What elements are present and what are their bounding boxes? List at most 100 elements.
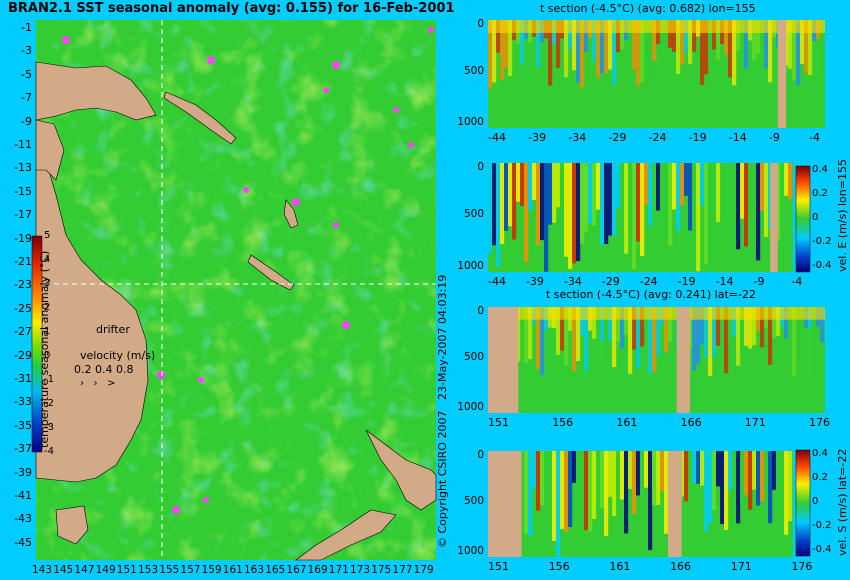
section-column [580,20,585,88]
section-column [756,163,761,261]
lon-tick-label: 155 [159,564,180,576]
land-vanuatu [283,199,299,229]
section-column [784,307,789,339]
section-column [544,451,549,502]
lat-tick-label: -7 [21,91,32,105]
section-column [520,451,525,490]
sst-colorbar-tick: 5 [44,230,51,241]
section-column [604,307,609,362]
section-column [736,451,741,524]
lon-tick-label: 159 [201,564,222,576]
section-column [680,451,685,497]
section-column [688,451,693,529]
section-column [488,20,493,89]
section-column [732,163,737,216]
section-column [564,163,569,257]
section-column [644,20,649,60]
sst-map [35,20,437,561]
section-column [520,20,525,64]
section-column [572,163,577,264]
section-column [724,451,729,530]
section-column [720,307,725,362]
section-column [580,451,585,539]
p2-x-tick: -4 [791,275,803,288]
p1-depth-tick: 500 [463,64,484,77]
section-column [756,20,761,54]
section-column [632,307,637,350]
section-column [812,307,817,376]
section-column [640,451,645,514]
p1-depth-tick: 1000 [457,115,484,128]
lat-tick-label: -41 [14,489,32,502]
section-land-mask [676,307,691,413]
section-land-mask [667,451,682,557]
land-cape-york [35,119,65,181]
section-column [764,451,769,488]
section-column [548,451,553,540]
section-column [676,20,681,75]
p3-x-tick: 176 [809,416,830,429]
section-column [576,307,581,362]
section-column [612,163,617,236]
section-column [632,20,637,70]
section-column [788,20,793,69]
lat-tick-label: -23 [14,278,32,292]
section-column [596,20,601,78]
sst-colorbar-tick: -2 [44,398,54,409]
section-column [640,307,645,347]
section-column [744,163,749,247]
lon-tick-label: 145 [53,564,74,576]
section-column [704,163,709,264]
section-column [592,451,597,519]
p3-x-tick: 156 [552,416,574,429]
section-column [552,163,557,223]
section-column [572,20,577,71]
section-column [576,451,581,502]
section-column [768,163,773,229]
date-stamp: 23-May-2007 04:03:19 [436,274,449,400]
section-column [624,307,629,335]
section-column [528,307,533,360]
section-column [740,451,745,504]
lat-tick-label: -37 [14,442,32,456]
section-column [728,20,733,78]
section-column [672,163,677,210]
section-column [656,451,661,505]
section-column [664,307,669,353]
section-column [700,163,705,206]
section-land-mask [488,307,519,413]
p2-depth-tick: 0 [477,161,484,174]
section-column [620,163,625,212]
lat-tick-label: -43 [14,512,32,526]
section-column [724,163,729,228]
sst-colorbar-tick: 3 [44,278,51,289]
lat-tick-label: -33 [14,395,32,409]
section-column [556,163,561,208]
lon-tick-label: 161 [222,564,243,576]
section-column [660,20,665,68]
section-column [716,163,721,223]
section-column [640,20,645,83]
p1-x-tick: -44 [488,131,506,144]
section-column [604,20,609,73]
section-column [568,163,573,269]
sst-colorbar-tick: 0 [44,350,51,361]
p2-x-tick: -19 [677,275,696,288]
surface-warm-layer [488,20,825,33]
section-column [696,307,701,364]
section-column [756,451,761,506]
section-column [648,307,653,375]
section-column [652,163,657,270]
section-column [536,20,541,68]
lon-tick-label: 143 [32,564,53,576]
p4-x-tick: 176 [791,560,813,573]
section-column [580,307,585,336]
p3-depth-tick: 1000 [457,400,484,413]
p3-depth-tick: 0 [477,305,484,318]
sst-colorbar-tick: -4 [44,446,54,457]
section-column [676,163,681,231]
section-column [600,307,605,342]
section-column [696,451,701,484]
land-new-caledonia [247,254,295,291]
copyright: © Copyright CSIRO 2007 [436,410,449,548]
